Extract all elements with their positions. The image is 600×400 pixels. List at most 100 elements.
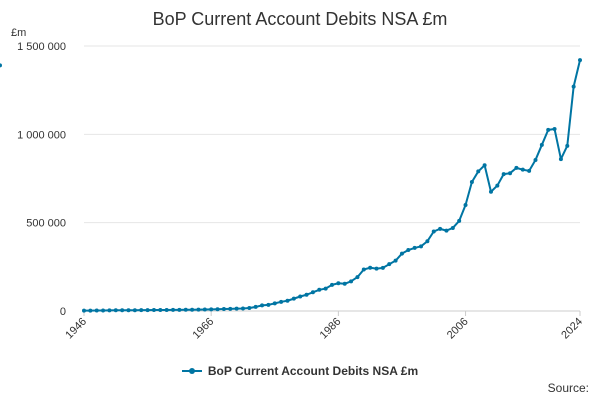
source-label: Source: xyxy=(547,381,589,395)
data-point[interactable] xyxy=(139,308,144,313)
data-point[interactable] xyxy=(476,169,481,174)
data-point[interactable] xyxy=(215,307,220,312)
data-point[interactable] xyxy=(501,172,506,177)
data-point[interactable] xyxy=(120,308,125,313)
data-point[interactable] xyxy=(228,306,233,311)
data-point[interactable] xyxy=(514,165,519,170)
data-point[interactable] xyxy=(552,127,557,132)
data-point[interactable] xyxy=(387,262,392,267)
x-tick-label: 1986 xyxy=(318,316,344,342)
data-point[interactable] xyxy=(380,265,385,270)
data-point[interactable] xyxy=(291,296,296,301)
x-tick-label: 1946 xyxy=(63,316,89,342)
data-point[interactable] xyxy=(279,299,284,304)
y-axis-ticks: 0 500 000 1 000 000 1 500 000 xyxy=(17,41,66,318)
data-point[interactable] xyxy=(183,307,188,312)
data-point[interactable] xyxy=(450,225,455,230)
data-point[interactable] xyxy=(374,266,379,271)
data-point[interactable] xyxy=(285,298,290,303)
data-point[interactable] xyxy=(107,308,112,313)
x-axis-ticks: 1946 1966 1986 2006 2024 xyxy=(63,311,585,341)
series-line xyxy=(83,59,581,312)
data-point[interactable] xyxy=(488,189,493,194)
data-point[interactable] xyxy=(177,307,182,312)
data-point[interactable] xyxy=(266,302,271,307)
data-point[interactable] xyxy=(253,304,258,309)
data-point[interactable] xyxy=(336,281,341,286)
data-point[interactable] xyxy=(558,157,563,162)
x-tick-label: 1966 xyxy=(191,316,217,342)
data-point[interactable] xyxy=(323,286,328,291)
x-tick-label: 2024 xyxy=(559,316,585,342)
data-point[interactable] xyxy=(520,167,525,172)
data-point[interactable] xyxy=(431,229,436,234)
data-point[interactable] xyxy=(151,308,156,313)
data-point[interactable] xyxy=(298,294,303,299)
data-point[interactable] xyxy=(164,307,169,312)
data-point[interactable] xyxy=(247,305,252,310)
data-point[interactable] xyxy=(101,308,106,313)
data-point[interactable] xyxy=(221,307,226,312)
data-point[interactable] xyxy=(196,307,201,312)
data-point[interactable] xyxy=(310,290,315,295)
data-point[interactable] xyxy=(399,251,404,256)
data-point[interactable] xyxy=(113,308,118,313)
data-point[interactable] xyxy=(444,228,449,233)
data-point[interactable] xyxy=(457,218,462,223)
data-point[interactable] xyxy=(171,307,176,312)
data-point[interactable] xyxy=(419,244,424,249)
data-point[interactable] xyxy=(317,287,322,292)
data-point[interactable] xyxy=(330,282,334,287)
data-point[interactable] xyxy=(88,308,93,313)
data-point[interactable] xyxy=(533,157,538,162)
data-point[interactable] xyxy=(361,267,366,272)
data-point[interactable] xyxy=(272,301,277,306)
series-group xyxy=(0,58,582,313)
data-point[interactable] xyxy=(82,308,86,313)
data-point[interactable] xyxy=(527,168,532,173)
data-point[interactable] xyxy=(546,127,551,132)
data-point[interactable] xyxy=(393,258,398,263)
y-tick-label: 1 000 000 xyxy=(17,129,66,141)
data-point[interactable] xyxy=(145,308,150,313)
data-point[interactable] xyxy=(94,308,99,313)
data-point[interactable] xyxy=(342,281,347,286)
data-point[interactable] xyxy=(126,308,131,313)
legend-line-icon xyxy=(181,366,202,376)
data-point[interactable] xyxy=(469,180,474,185)
data-point[interactable] xyxy=(368,265,373,270)
y-unit-label: £m xyxy=(11,27,26,39)
data-point[interactable] xyxy=(355,275,360,280)
data-point[interactable] xyxy=(304,292,309,297)
chart-title: BoP Current Account Debits NSA £m xyxy=(152,9,448,29)
data-point[interactable] xyxy=(132,308,137,313)
data-point[interactable] xyxy=(438,226,443,231)
data-point[interactable] xyxy=(578,58,582,63)
x-tick-label: 2006 xyxy=(445,316,471,342)
data-point[interactable] xyxy=(349,279,354,284)
data-point[interactable] xyxy=(260,303,265,308)
gridlines xyxy=(84,45,580,312)
data-point[interactable] xyxy=(571,84,576,89)
y-tick-label: 500 000 xyxy=(26,218,66,230)
data-point[interactable] xyxy=(190,307,195,312)
data-point[interactable] xyxy=(406,248,411,253)
data-point[interactable] xyxy=(234,306,239,311)
data-point[interactable] xyxy=(565,143,570,148)
data-point[interactable] xyxy=(495,183,500,188)
data-point[interactable] xyxy=(240,306,245,311)
y-tick-label: 0 xyxy=(60,306,66,318)
data-point[interactable] xyxy=(412,245,417,250)
data-point[interactable] xyxy=(539,142,544,147)
data-point[interactable] xyxy=(158,308,163,313)
legend-label: BoP Current Account Debits NSA £m xyxy=(207,364,419,378)
data-point[interactable] xyxy=(482,163,487,168)
legend[interactable]: BoP Current Account Debits NSA £m xyxy=(0,364,600,378)
data-point[interactable] xyxy=(425,239,430,244)
data-point[interactable] xyxy=(0,63,2,68)
data-point[interactable] xyxy=(209,307,214,312)
data-point[interactable] xyxy=(508,171,513,176)
data-point[interactable] xyxy=(202,307,207,312)
data-point[interactable] xyxy=(463,203,468,207)
